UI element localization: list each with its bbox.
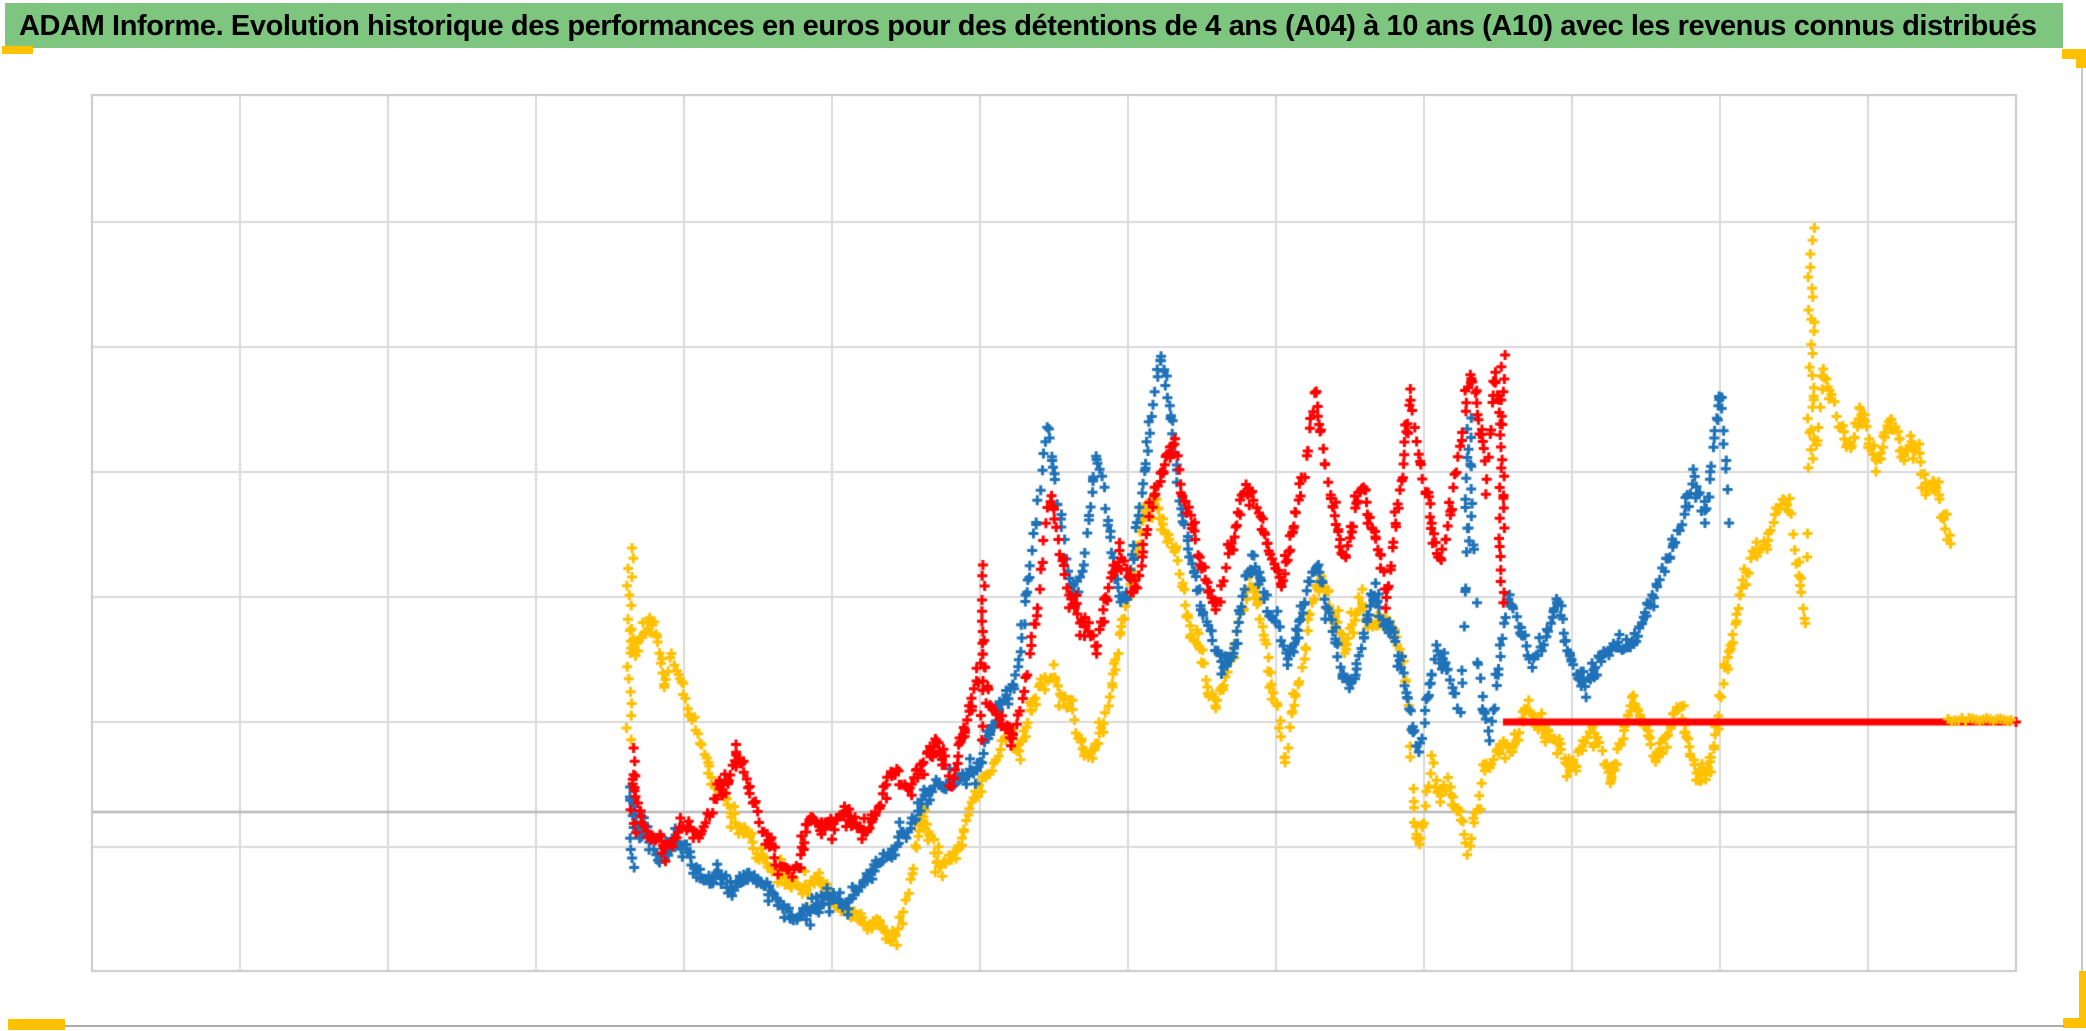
accent-corner-bottom-right-horizontal: [2063, 1018, 2086, 1028]
title-bar: ADAM Informe. Evolution historique des p…: [5, 3, 2063, 48]
slide-border-right: [2081, 68, 2083, 971]
accent-mark-top-left: [2, 46, 33, 54]
slide-border-bottom: [65, 1025, 2064, 1027]
accent-mark-bottom-left: [8, 1019, 65, 1030]
accent-corner-top-right-vertical: [2076, 49, 2086, 68]
accent-corner-top-right-horizontal: [2062, 49, 2086, 59]
page-title: ADAM Informe. Evolution historique des p…: [19, 10, 2037, 42]
accent-corner-bottom-right-vertical: [2079, 971, 2086, 1027]
